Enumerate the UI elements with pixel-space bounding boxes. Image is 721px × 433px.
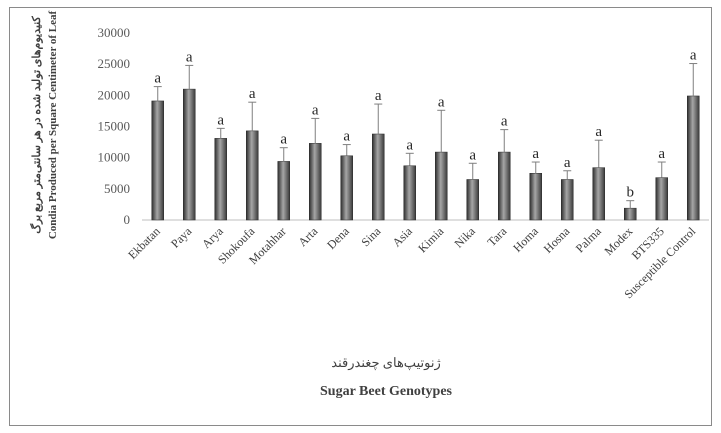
- error-bar: [689, 63, 698, 96]
- bar: [466, 179, 479, 221]
- x-tick-label: Hosna: [541, 224, 573, 256]
- bar: [214, 138, 227, 221]
- x-tick-label: Asia: [389, 224, 415, 250]
- error-bar: [185, 64, 194, 90]
- bar: [529, 173, 542, 221]
- y-tick-label: 15000: [98, 119, 131, 134]
- x-tick-label: Nika: [451, 224, 478, 251]
- error-bar: [248, 101, 257, 131]
- significance-letter: a: [501, 114, 508, 130]
- bar: [246, 130, 259, 221]
- significance-letter: a: [438, 94, 445, 110]
- y-tick-label: 5000: [104, 181, 130, 196]
- error-bar: [563, 170, 572, 180]
- significance-letters-group: a a a a a a a a a a a a a a a b a a: [154, 48, 697, 201]
- error-bar: [657, 161, 666, 178]
- x-tick-label: Dena: [324, 224, 352, 252]
- bars-group: [151, 88, 700, 221]
- significance-letter: a: [469, 147, 476, 163]
- y-axis-ticks: 0 5000 10000 15000 20000 25000 30000: [98, 25, 131, 227]
- significance-letter: a: [690, 48, 697, 64]
- error-bar: [626, 200, 635, 209]
- error-bar: [216, 127, 225, 139]
- y-tick-label: 20000: [98, 87, 131, 102]
- error-bar: [500, 129, 509, 153]
- significance-letter: b: [627, 185, 635, 201]
- error-bar: [153, 86, 162, 101]
- y-axis-label-persian: کنیدیوم‌های تولید شده در هر سانتی‌متر مر…: [29, 15, 43, 233]
- y-tick-label: 0: [124, 212, 131, 227]
- significance-letter: a: [343, 129, 350, 145]
- bar: [403, 165, 416, 221]
- significance-letter: a: [217, 112, 224, 128]
- y-axis-label: Condia Produced per Square Centimeter of…: [47, 10, 59, 239]
- bar: [151, 100, 164, 221]
- error-bar: [374, 103, 383, 134]
- error-bar: [311, 117, 320, 144]
- bar: [687, 95, 700, 221]
- significance-letter: a: [186, 49, 193, 65]
- y-tick-label: 25000: [98, 56, 131, 71]
- bar: [655, 177, 668, 221]
- y-tick-label: 30000: [98, 25, 131, 40]
- x-tick-label: Tara: [485, 224, 510, 249]
- bar: [435, 151, 448, 221]
- bar: [592, 167, 605, 221]
- significance-letter: a: [280, 132, 287, 148]
- x-tick-label: Arta: [295, 224, 320, 249]
- x-axis-label: Sugar Beet Genotypes: [320, 384, 453, 399]
- x-tick-label: Kimia: [415, 224, 447, 256]
- x-tick-label: Homa: [510, 224, 541, 255]
- bar: [624, 207, 637, 221]
- significance-letter: a: [532, 146, 539, 162]
- error-bar: [594, 139, 603, 168]
- x-tick-label: Arya: [199, 224, 226, 251]
- significance-letter: a: [595, 124, 602, 140]
- significance-letter: a: [249, 86, 256, 102]
- error-bars-group: [153, 63, 698, 209]
- x-tick-label: Ekbatan: [125, 224, 163, 262]
- bar: [498, 151, 511, 221]
- bar: [340, 155, 353, 221]
- significance-letter: a: [658, 146, 665, 162]
- error-bar: [342, 144, 351, 156]
- significance-letter: a: [406, 137, 413, 153]
- significance-letter: a: [312, 102, 319, 118]
- error-bar: [531, 161, 540, 174]
- x-tick-label: Sina: [358, 224, 383, 249]
- bar: [561, 179, 574, 221]
- significance-letter: a: [375, 88, 382, 104]
- x-axis-label-persian: ژنوتیپ‌های چغندرقند: [331, 355, 440, 371]
- bar: [309, 143, 322, 221]
- bar: [277, 161, 290, 221]
- significance-letter: a: [154, 71, 161, 87]
- y-tick-label: 10000: [98, 150, 131, 165]
- error-bar: [468, 162, 477, 180]
- significance-letter: a: [564, 155, 571, 171]
- error-bar: [437, 109, 446, 153]
- error-bar: [279, 147, 288, 162]
- error-bar: [405, 152, 414, 166]
- bar: [183, 88, 196, 221]
- x-tick-label: Paya: [168, 224, 195, 251]
- x-tick-label: Palma: [573, 224, 605, 256]
- bar: [372, 133, 385, 221]
